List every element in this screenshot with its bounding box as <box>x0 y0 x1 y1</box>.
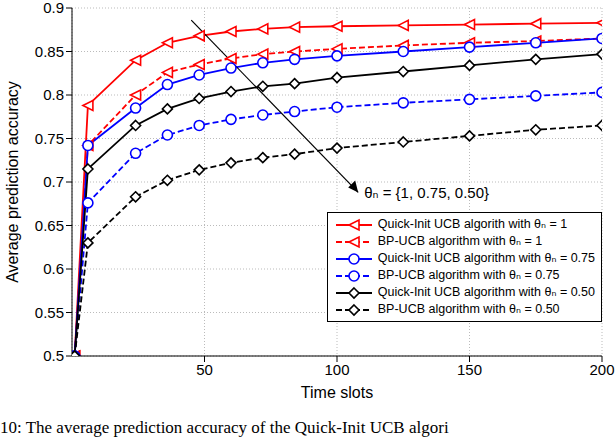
html-text:BP-UCB algorithm with θₙ = 1: BP-UCB algorithm with θₙ = 1 <box>377 234 543 248</box>
svg-text:100: 100 <box>324 361 349 378</box>
svg-text:0.55: 0.55 <box>35 304 64 321</box>
html-text:Quick-Init UCB algorithm with: Quick-Init UCB algorithm with θₙ = 0.75 <box>377 251 595 265</box>
html-text:BP-UCB algorithm with θₙ = 0.7: BP-UCB algorithm with θₙ = 0.75 <box>377 268 560 282</box>
html-text:Quick-Init UCB algorith with θ: Quick-Init UCB algorith with θₙ = 1 <box>377 217 568 231</box>
svg-text:0.75: 0.75 <box>35 130 64 147</box>
svg-text:0.5: 0.5 <box>43 347 64 364</box>
html-text:Quick-Init UCB algorithm with: Quick-Init UCB algorithm with θₙ = 0.50 <box>377 285 595 299</box>
svg-text:0.6: 0.6 <box>43 260 64 277</box>
svg-text:150: 150 <box>457 361 482 378</box>
html-text:BP-UCB algorithm with θₙ = 0.5: BP-UCB algorithm with θₙ = 0.50 <box>377 302 560 316</box>
svg-text:0.8: 0.8 <box>43 86 64 103</box>
svg-text:0.85: 0.85 <box>35 43 64 60</box>
html-text:10: The average prediction acc: 10: The average prediction accuracy of t… <box>0 418 449 437</box>
svg-text:200: 200 <box>589 361 608 378</box>
svg-text:0.65: 0.65 <box>35 217 64 234</box>
svg-text:50: 50 <box>196 361 213 378</box>
svg-text:θₙ = {1, 0.75, 0.50}: θₙ = {1, 0.75, 0.50} <box>364 184 489 201</box>
svg-text:0.7: 0.7 <box>43 173 64 190</box>
svg-text:Time slots: Time slots <box>301 384 373 401</box>
svg-text:Average prediction accuracy: Average prediction accuracy <box>8 81 21 283</box>
svg-text:0.9: 0.9 <box>43 0 64 16</box>
